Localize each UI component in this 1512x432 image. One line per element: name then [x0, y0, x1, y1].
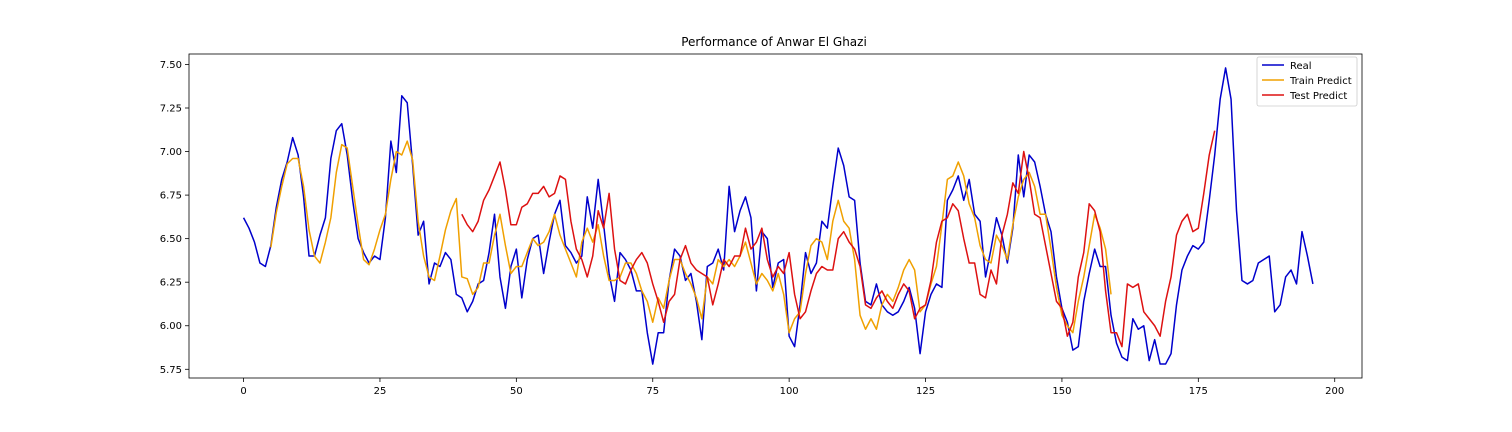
series-layer [242, 67, 1314, 365]
y-tick-label: 7.50 [160, 60, 182, 71]
legend-label-real: Real [1290, 61, 1312, 72]
y-tick-label: 5.75 [160, 365, 182, 376]
legend-box [1256, 56, 1358, 107]
x-tick-label: 100 [780, 386, 799, 397]
series-line-real [242, 67, 1314, 365]
x-tick-label: 25 [374, 386, 387, 397]
y-tick-label: 6.50 [160, 234, 182, 245]
plot-frame [188, 53, 1363, 379]
x-tick-label: 125 [916, 386, 935, 397]
legend-label-train-predict: Train Predict [1289, 76, 1352, 87]
x-tick-label: 75 [646, 386, 659, 397]
x-tick-label: 50 [510, 386, 523, 397]
x-tick-label: 150 [1052, 386, 1071, 397]
legend-label-test-predict: Test Predict [1289, 91, 1347, 102]
y-axis: 5.75 6.00 6.25 6.50 6.75 7.00 7.25 7.50 [160, 60, 189, 376]
y-tick-label: 6.75 [160, 191, 182, 202]
y-tick-label: 7.00 [160, 147, 182, 158]
y-tick-label: 6.00 [160, 321, 182, 332]
x-tick-label: 175 [1189, 386, 1208, 397]
legend: Real Train Predict Test Predict [1256, 56, 1358, 107]
series-line-test-predict [461, 130, 1216, 348]
x-tick-label: 0 [240, 386, 246, 397]
chart-title: Performance of Anwar El Ghazi [681, 35, 867, 49]
series-line-train-predict [270, 140, 1112, 334]
x-axis: 0 25 50 75 100 125 150 175 200 [240, 378, 1344, 397]
y-tick-label: 7.25 [160, 104, 182, 115]
x-tick-label: 200 [1325, 386, 1344, 397]
y-tick-label: 6.25 [160, 278, 182, 289]
